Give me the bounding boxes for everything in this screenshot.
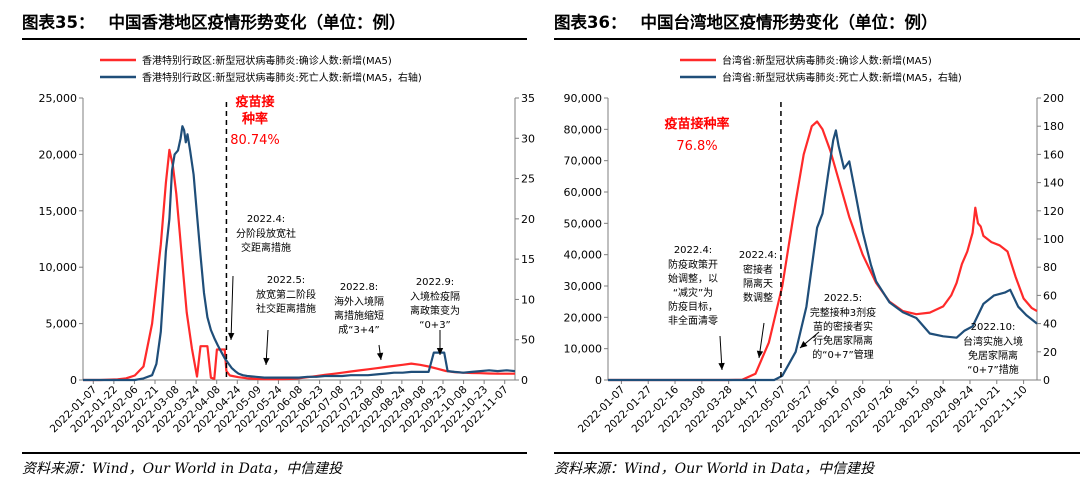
left-y-tick-label: 30,000 (564, 280, 603, 293)
annotation-date: 2022.4: (247, 214, 285, 225)
confirmed-cases-line (83, 148, 515, 382)
legend-entry: 台湾省:新型冠状病毒肺炎:确诊人数:新增(MA5) (722, 54, 932, 67)
confirmed-cases-line (608, 120, 1038, 382)
right-y-tick-label: 0 (1043, 374, 1050, 387)
legend-entry: 香港特别行政区:新型冠状病毒肺炎:确诊人数:新增(MA5) (142, 54, 392, 67)
right-y-tick-label: 200 (1043, 92, 1064, 105)
right-y-tick-label: 40 (1043, 318, 1057, 331)
left-y-tick-label: 90,000 (564, 92, 603, 105)
left-source: 资料来源：Wind，Our World in Data，中信建投 (22, 461, 343, 477)
vaccination-rate-value: 80.74% (230, 133, 280, 148)
left-y-tick-label: 60,000 (564, 186, 603, 199)
right-y-tick-label: 100 (1043, 233, 1064, 246)
annotation-date: 2022.10: (971, 322, 1016, 333)
left-y-tick-label: 10,000 (564, 343, 603, 356)
right-source: 资料来源：Wind，Our World in Data，中信建投 (554, 461, 875, 477)
deaths-line (83, 125, 516, 382)
left-chart: 0 5,000 10,000 15,000 20,000 25,000 0 50 100 150 2… (39, 54, 536, 435)
left-y-tick-label: 50,000 (564, 217, 603, 230)
annotation-date: 2022.5: (824, 293, 862, 304)
annotation-date: 2022.5: (267, 275, 305, 286)
right-y-tick-label: 100 (521, 293, 535, 306)
left-y-tick-label: 0 (595, 374, 602, 387)
right-y-tick-label: 20 (1043, 346, 1057, 359)
annotation-arrow-head (800, 341, 808, 348)
right-chart: 0 10,000 20,000 30,000 40,000 50,000 60,000 70,… (564, 54, 1065, 435)
annotation-text: 分阶段放宽社交距离措施 (236, 227, 296, 254)
right-y-tick-label: 300 (521, 132, 535, 145)
right-y-tick-label: 50 (521, 334, 535, 347)
right-y-tick-label: 160 (1043, 148, 1064, 161)
annotation-arrow-head (228, 332, 235, 340)
annotation-arrow (230, 275, 234, 341)
annotation-arrow-head (263, 357, 270, 365)
left-bottom-rule (22, 452, 527, 454)
left-y-tick-label: 80,000 (564, 123, 603, 136)
left-top-rule (22, 38, 527, 40)
left-figure-title: 图表35： 中国香港地区疫情形势变化（单位：例） (22, 9, 405, 33)
left-chart-panel: 图表35： 中国香港地区疫情形势变化（单位：例） 0 5,000 10,000 15,0… (0, 0, 535, 485)
annotation-text: 防疫政策开始调整，以“减灾”为防疫目标，非全面清零 (668, 258, 718, 327)
right-y-tick-label: 350 (521, 92, 535, 105)
left-figure-number: 图表35： (22, 13, 95, 32)
annotation-text: 台湾实施入境免居家隔离“0+7”措施 (963, 335, 1023, 376)
annotation-text: 密接者隔离天数调整 (743, 263, 773, 304)
annotation-text: 入境检疫隔离政策变为“0+3” (410, 290, 460, 331)
right-y-tick-label: 0 (521, 374, 528, 387)
annotation-date: 2022.4: (739, 250, 777, 261)
legend-entry: 香港特别行政区:新型冠状病毒肺炎:死亡人数:新增(MA5，右轴) (142, 71, 422, 84)
vaccination-rate-value: 76.8% (676, 139, 717, 154)
annotation-date: 2022.4: (674, 245, 712, 256)
right-bottom-rule (554, 452, 1080, 454)
right-top-rule (554, 38, 1080, 40)
annotation-arrow-head (376, 352, 384, 360)
annotation-arrow-head (756, 350, 764, 358)
left-y-tick-label: 20,000 (39, 148, 78, 161)
left-y-tick-label: 25,000 (39, 92, 78, 105)
left-y-tick-label: 20,000 (564, 311, 603, 324)
vaccination-rate-label: 疫苗接种率 (664, 116, 729, 132)
right-y-tick-label: 180 (1043, 120, 1064, 133)
left-y-tick-label: 10,000 (39, 261, 78, 274)
annotation-date: 2022.9: (416, 277, 454, 288)
legend-entry: 台湾省:新型冠状病毒肺炎:死亡人数:新增(MA5，右轴) (722, 71, 962, 84)
left-y-tick-label: 70,000 (564, 155, 603, 168)
right-y-tick-label: 120 (1043, 205, 1064, 218)
right-figure-title: 图表36： 中国台湾地区疫情形势变化（单位：例） (554, 9, 937, 33)
right-y-tick-label: 140 (1043, 177, 1064, 190)
annotation-text: 放宽第二阶段社交距离措施 (256, 288, 316, 315)
right-y-tick-label: 80 (1043, 261, 1057, 274)
right-y-tick-label: 250 (521, 173, 535, 186)
annotation-arrow-head (436, 348, 444, 355)
left-y-tick-label: 0 (70, 374, 77, 387)
annotation-date: 2022.8: (340, 282, 378, 293)
left-y-tick-label: 40,000 (564, 249, 603, 262)
annotation-text: 海外入境隔离措施缩短成“3+4” (334, 295, 384, 336)
annotation-text: 完整接种3剂疫苗的密接者实行免居家隔离的“0+7”管理 (810, 306, 876, 361)
right-y-tick-label: 200 (521, 213, 535, 226)
annotation-arrow-head (718, 362, 725, 370)
right-figure-number: 图表36： (554, 13, 627, 32)
right-y-tick-label: 150 (521, 253, 535, 266)
right-y-tick-label: 60 (1043, 289, 1057, 302)
right-figure-title-text: 中国台湾地区疫情形势变化（单位：例） (640, 13, 938, 32)
left-y-tick-label: 5,000 (46, 318, 78, 331)
deaths-line (608, 129, 1038, 382)
left-y-tick-label: 15,000 (39, 205, 78, 218)
vaccination-rate-label: 疫苗接种率 (235, 94, 274, 127)
left-figure-title-text: 中国香港地区疫情形势变化（单位：例） (108, 13, 406, 32)
right-chart-panel: 图表36： 中国台湾地区疫情形势变化（单位：例） 0 10,000 20,000 30,… (550, 0, 1080, 485)
